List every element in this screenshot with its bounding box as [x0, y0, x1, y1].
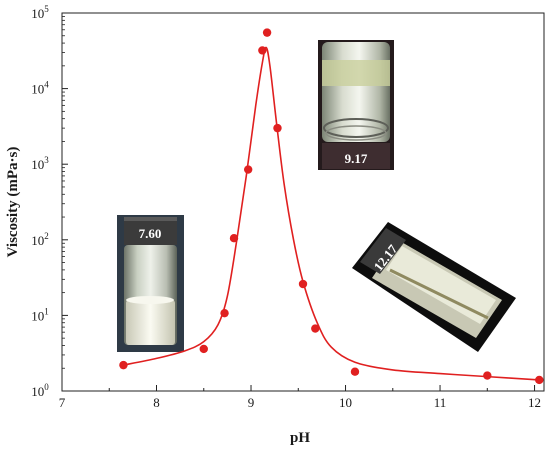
y-tick-base: 10 — [31, 6, 44, 21]
y-tick-exponent: 3 — [44, 155, 49, 165]
y-tick-base: 10 — [31, 308, 44, 323]
y-tick-label: 104 — [31, 80, 49, 97]
x-tick-label: 12 — [528, 395, 541, 410]
y-tick-base: 10 — [31, 82, 44, 97]
data-point — [119, 360, 128, 370]
data-point — [311, 324, 320, 333]
data-point — [220, 308, 229, 318]
y-tick-label: 100 — [31, 382, 49, 399]
data-point — [273, 123, 282, 133]
x-tick-label: 9 — [248, 395, 255, 410]
vial-photo-12-17: 12.17 — [352, 222, 516, 352]
x-tick-label: 11 — [434, 395, 447, 410]
data-point — [199, 344, 208, 354]
vial-photo-7-60: 7.60 — [117, 215, 184, 352]
y-tick-label: 103 — [31, 155, 49, 172]
plot-frame — [61, 12, 545, 392]
y-tick-exponent: 0 — [44, 382, 49, 392]
y-tick-exponent: 5 — [44, 4, 49, 14]
vial-label-9-17: 9.17 — [345, 151, 368, 166]
data-point — [535, 375, 544, 385]
y-tick-exponent: 1 — [44, 306, 49, 316]
y-tick-base: 10 — [31, 384, 44, 399]
x-tick-label: 7 — [59, 395, 66, 410]
data-point — [350, 367, 360, 376]
y-tick-label: 101 — [31, 306, 49, 323]
vial-label-7-60: 7.60 — [139, 226, 162, 241]
data-point — [243, 165, 253, 174]
y-tick-label: 105 — [31, 4, 49, 21]
data-point — [229, 233, 239, 243]
data-point — [258, 46, 267, 55]
data-point — [483, 371, 492, 380]
y-axis-label: Viscosity (mPa·s) — [5, 147, 21, 258]
data-point — [298, 279, 308, 289]
y-tick-exponent: 4 — [44, 80, 49, 90]
y-tick-exponent: 2 — [44, 231, 49, 241]
x-axis-label: pH — [290, 430, 310, 446]
vial-photo-9-17: 9.17 — [318, 40, 394, 170]
data-point — [262, 28, 272, 37]
fit-curve — [123, 46, 540, 381]
y-tick-base: 10 — [31, 233, 44, 248]
x-tick-label: 8 — [153, 395, 160, 410]
x-tick-label: 10 — [339, 395, 352, 410]
y-tick-base: 10 — [31, 157, 44, 172]
y-tick-label: 102 — [31, 231, 49, 248]
